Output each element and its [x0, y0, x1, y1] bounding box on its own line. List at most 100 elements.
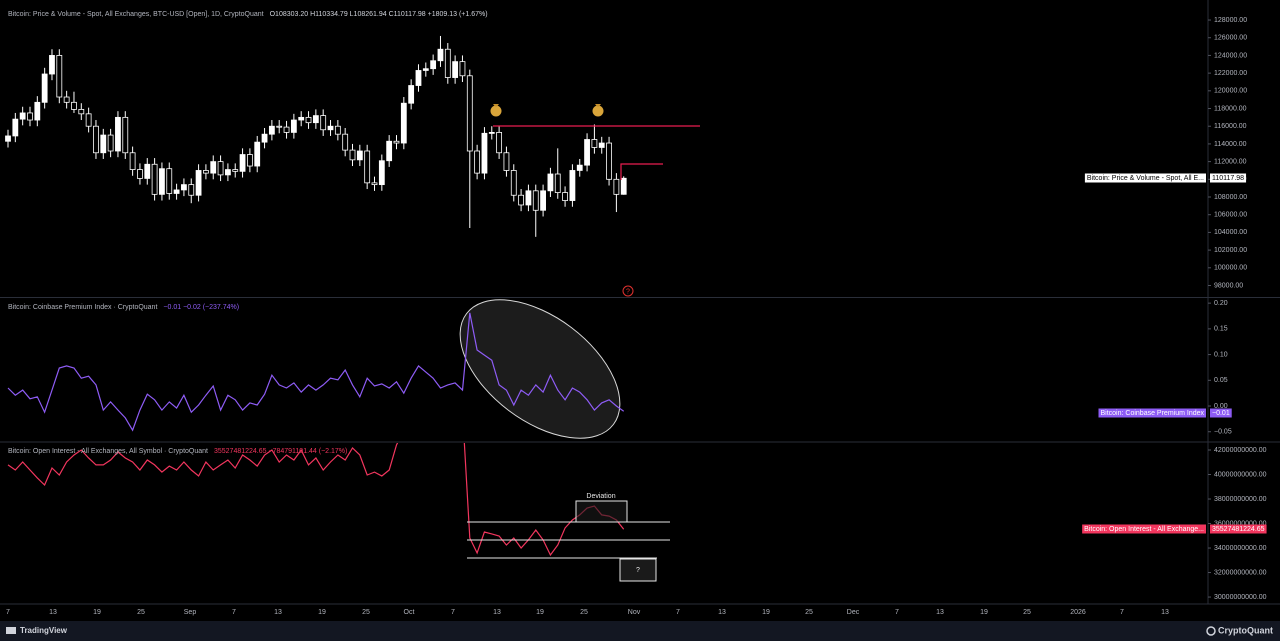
candle-body: [5, 135, 11, 142]
candle-body: [393, 140, 400, 144]
y-tick-label: 126000.00: [1214, 35, 1247, 42]
candle-body: [63, 96, 70, 103]
question-box-label: ?: [636, 567, 640, 574]
candle-body: [488, 132, 495, 134]
candle-body: [173, 189, 180, 194]
x-tick-label: 13: [274, 609, 282, 616]
candle-body: [27, 112, 33, 121]
y-tick-label: 40000000000.00: [1214, 471, 1267, 478]
candle-body: [327, 125, 334, 131]
x-tick-label: Sep: [184, 609, 197, 616]
x-tick-label: 7: [1120, 609, 1124, 616]
candle-body: [19, 112, 26, 120]
x-tick-label: 19: [318, 609, 326, 616]
x-tick-label: 19: [93, 609, 101, 616]
x-tick-label: 13: [493, 609, 501, 616]
candle-body: [342, 133, 349, 151]
y-tick-label: −0.05: [1214, 429, 1232, 436]
candle-body: [547, 173, 554, 192]
candle-body: [371, 182, 378, 186]
footer-left: TradingView: [20, 626, 68, 635]
candle-body: [459, 61, 466, 77]
y-tick-label: 114000.00: [1214, 141, 1247, 148]
pane-marks: [7, 443, 625, 557]
pane-legend: 35527481224.65 −784791101.44 (−2.17%): [214, 448, 347, 455]
candle-body: [276, 125, 283, 128]
candle-body: [430, 60, 437, 70]
candle-body: [181, 184, 187, 191]
question-icon: [622, 285, 634, 297]
candle-body: [115, 116, 121, 152]
y-tick-label: 0.20: [1214, 300, 1228, 307]
y-tick-label: 122000.00: [1214, 70, 1247, 77]
pane-title: Bitcoin: Open Interest - All Exchanges, …: [8, 448, 208, 455]
candle-body: [378, 160, 385, 186]
y-tick-label: 128000.00: [1214, 17, 1247, 24]
y-tick-label: 0.10: [1214, 351, 1228, 358]
candle-body: [93, 125, 99, 154]
y-tick-label: 120000.00: [1214, 88, 1247, 95]
candle-body: [166, 168, 173, 194]
footer-bar: [0, 621, 1280, 641]
x-tick-label: 7: [676, 609, 680, 616]
candle-body: [232, 169, 239, 172]
x-tick-label: Oct: [404, 609, 415, 616]
candle-body: [503, 152, 510, 171]
cryptoquant-logo: [1206, 626, 1216, 636]
candle-body: [613, 178, 620, 195]
question-box: [619, 558, 657, 582]
y-tick-label: 34000000000.00: [1214, 545, 1267, 552]
series-tag-name: Bitcoin: Open Interest - All Exchange...: [1084, 526, 1204, 533]
series-line: [7, 312, 625, 432]
x-tick-label: 7: [232, 609, 236, 616]
last-value-label: 110117.98: [1212, 175, 1244, 182]
x-tick-label: 13: [718, 609, 726, 616]
y-tick-label: 108000.00: [1214, 194, 1247, 201]
x-tick-label: 25: [580, 609, 588, 616]
x-tick-label: 7: [895, 609, 899, 616]
money-bag-icon: [592, 104, 604, 117]
candle-body: [41, 73, 48, 103]
candle-body: [305, 116, 312, 124]
candle-body: [203, 170, 209, 174]
y-tick-label: 36000000000.00: [1214, 520, 1267, 527]
candle-body: [320, 115, 327, 131]
candle-body: [510, 170, 517, 196]
candle-body: [224, 169, 231, 176]
x-tick-label: 19: [980, 609, 988, 616]
candle-body: [239, 154, 246, 172]
highlight-ellipse: [459, 299, 621, 439]
candle-body: [246, 154, 253, 167]
candle-body: [562, 192, 568, 201]
x-tick-label: 25: [137, 609, 145, 616]
candle-body: [422, 68, 429, 71]
x-tick-label: 25: [362, 609, 370, 616]
candle-body: [12, 118, 19, 137]
candle-body: [298, 116, 305, 121]
x-tick-label: Nov: [628, 609, 641, 616]
x-tick-label: 13: [1161, 609, 1169, 616]
candle-body: [195, 170, 202, 196]
candle-body: [137, 169, 143, 179]
candle-body: [71, 101, 77, 110]
candle-body: [356, 150, 363, 161]
y-tick-label: 102000.00: [1214, 247, 1247, 254]
candle-body: [569, 170, 576, 201]
y-tick-label: 116000.00: [1214, 123, 1247, 130]
y-tick-label: 100000.00: [1214, 265, 1247, 272]
x-tick-label: 19: [536, 609, 544, 616]
y-tick-label: 0.00: [1214, 403, 1228, 410]
candle-body: [415, 70, 422, 86]
candle-body: [466, 75, 473, 152]
pane-marks: [5, 35, 627, 237]
series-tag-box: [1084, 173, 1206, 183]
candle-body: [400, 102, 407, 144]
candle-body: [591, 139, 598, 148]
candle-body: [283, 126, 290, 133]
y-tick-label: 118000.00: [1214, 105, 1247, 112]
candle-body: [364, 150, 371, 184]
pane-legend: O108303.20 H110334.79 L108261.94 C110117…: [270, 11, 488, 18]
candle-body: [437, 48, 444, 62]
candle-body: [584, 139, 590, 166]
